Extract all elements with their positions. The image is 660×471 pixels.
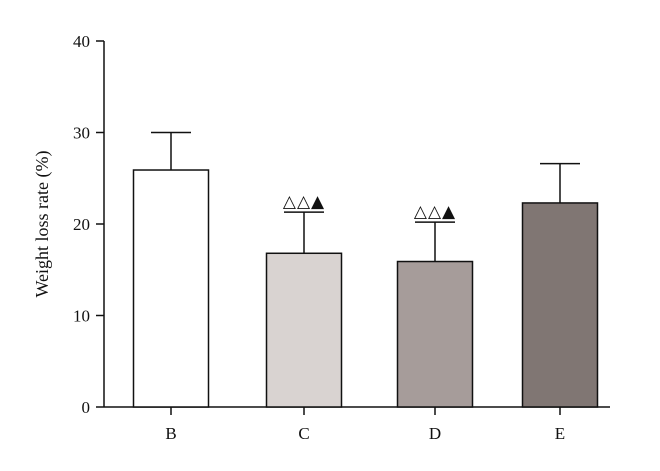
y-tick-label: 0 bbox=[82, 398, 91, 417]
y-axis-label: Weight loss rate (%) bbox=[32, 150, 53, 297]
y-axis: 0 10 20 30 40 bbox=[73, 32, 105, 417]
significance-marker-D: △△▲ bbox=[414, 202, 456, 222]
x-axis: B C D E bbox=[104, 406, 610, 443]
bar-C bbox=[265, 252, 343, 408]
significance-marker-C: △△▲ bbox=[283, 192, 325, 212]
x-tick-label: E bbox=[555, 424, 565, 443]
bar-E bbox=[521, 202, 599, 408]
x-tick-label: C bbox=[298, 424, 309, 443]
x-tick-label: B bbox=[165, 424, 176, 443]
bar-B bbox=[132, 169, 210, 408]
y-tick-label: 30 bbox=[73, 124, 90, 143]
bars bbox=[132, 169, 599, 408]
y-tick-label: 20 bbox=[73, 215, 90, 234]
bar-D bbox=[396, 260, 474, 408]
significance-markers: △△▲ △△▲ bbox=[283, 192, 456, 222]
x-tick-label: D bbox=[429, 424, 441, 443]
y-tick-label: 10 bbox=[73, 307, 90, 326]
y-tick-label: 40 bbox=[73, 32, 90, 51]
error-bars bbox=[151, 131, 580, 262]
